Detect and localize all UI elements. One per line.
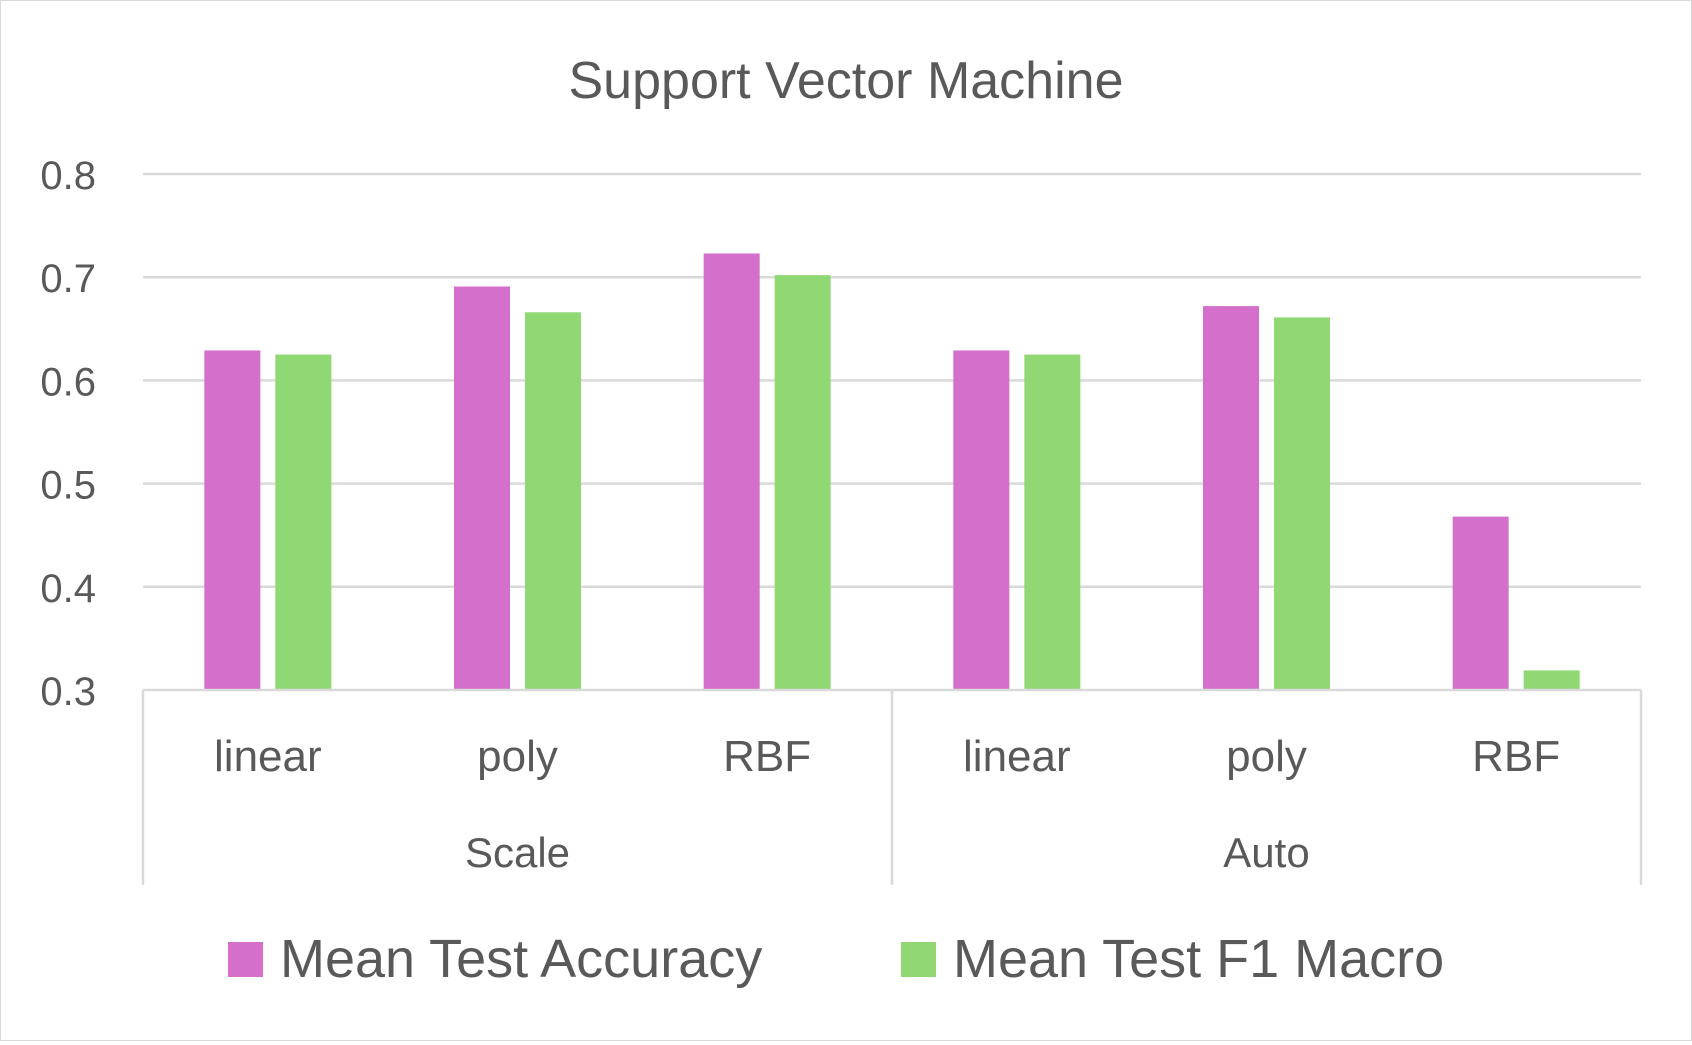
bar-f1-2 bbox=[774, 275, 831, 690]
bar-accuracy-5 bbox=[1452, 516, 1509, 690]
legend-swatch-f1 bbox=[901, 942, 936, 977]
bar-accuracy-4 bbox=[1203, 306, 1259, 690]
y-axis-labels: 0.8 0.7 0.6 0.5 0.4 0.3 bbox=[40, 154, 96, 714]
x-tick-label: poly bbox=[1226, 732, 1307, 781]
x-axis: linear poly RBF Scale linear poly RBF Auto bbox=[141, 688, 1643, 885]
y-tick-label: 0.3 bbox=[40, 670, 96, 714]
x-group-label: Auto bbox=[1223, 829, 1309, 876]
bar-f1-4 bbox=[1274, 317, 1330, 690]
x-tick-label: linear bbox=[214, 732, 322, 781]
bar-accuracy-3 bbox=[953, 350, 1010, 690]
x-group-label: Scale bbox=[465, 829, 570, 876]
bar-f1-0 bbox=[275, 354, 332, 690]
y-tick-label: 0.5 bbox=[40, 464, 96, 508]
y-tick-label: 0.6 bbox=[40, 360, 96, 404]
legend-label-f1: Mean Test F1 Macro bbox=[953, 929, 1444, 989]
x-tick-label: linear bbox=[963, 732, 1071, 781]
bar-f1-3 bbox=[1024, 354, 1081, 690]
bar-accuracy-2 bbox=[703, 253, 760, 691]
legend-swatch-accuracy bbox=[228, 942, 263, 977]
y-tick-label: 0.4 bbox=[40, 567, 96, 611]
y-tick-label: 0.8 bbox=[40, 154, 96, 198]
gridlines bbox=[143, 172, 1641, 589]
legend: Mean Test Accuracy Mean Test F1 Macro bbox=[228, 929, 1444, 989]
x-tick-label: RBF bbox=[1472, 732, 1560, 781]
bar-f1-1 bbox=[525, 312, 581, 690]
bar-accuracy-1 bbox=[454, 286, 510, 690]
chart-title: Support Vector Machine bbox=[569, 52, 1124, 110]
bar-accuracy-0 bbox=[204, 350, 261, 690]
x-tick-label: poly bbox=[477, 732, 558, 781]
legend-label-accuracy: Mean Test Accuracy bbox=[280, 929, 762, 989]
bars bbox=[204, 253, 1580, 691]
bar-f1-5 bbox=[1523, 670, 1580, 690]
x-tick-label: RBF bbox=[723, 732, 811, 781]
y-tick-label: 0.7 bbox=[40, 257, 96, 301]
